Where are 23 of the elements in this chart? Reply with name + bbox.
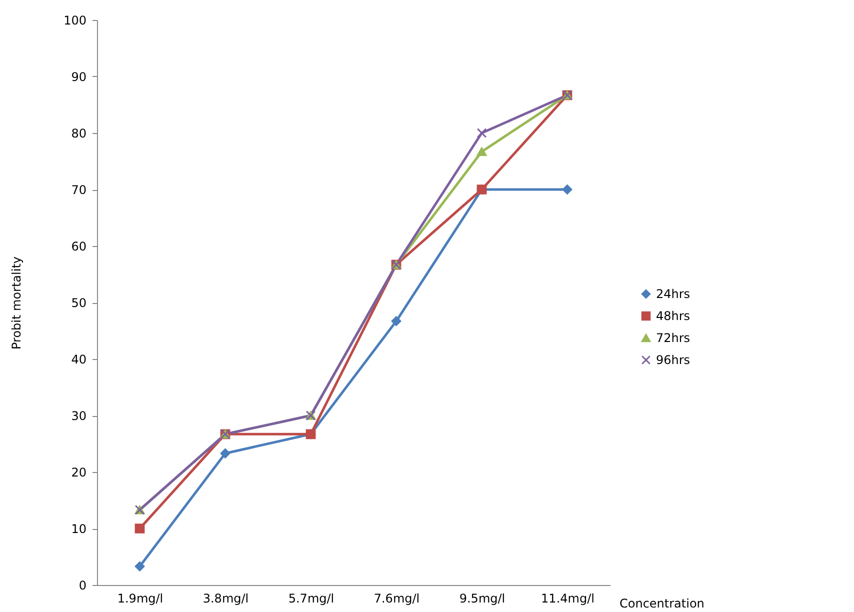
- x-tick-label: 3.8mg/l: [202, 592, 249, 606]
- y-tick-label: 100: [64, 14, 86, 28]
- y-tick-label: 0: [78, 578, 86, 592]
- x-tick-label: 9.5mg/l: [459, 592, 506, 606]
- legend-label: 72hrs: [656, 331, 690, 345]
- x-tick-label: 11.4mg/l: [541, 592, 594, 606]
- y-tick-label: 30: [71, 409, 86, 423]
- x-axis-title: Concentration: [620, 596, 704, 610]
- y-tick-label: 40: [71, 352, 86, 366]
- y-tick-label: 60: [71, 240, 86, 254]
- y-tick-label: 90: [71, 70, 86, 84]
- x-tick-label: 7.6mg/l: [374, 592, 420, 606]
- y-tick-label: 10: [71, 522, 86, 536]
- x-tick-label: 5.7mg/l: [288, 592, 334, 606]
- legend-label: 48hrs: [656, 309, 690, 323]
- y-axis-title: Probit mortality: [10, 256, 24, 350]
- y-tick-label: 80: [71, 126, 86, 140]
- legend-label: 96hrs: [656, 353, 690, 367]
- y-tick-label: 20: [71, 466, 86, 480]
- legend-label: 24hrs: [656, 287, 690, 301]
- y-tick-label: 50: [71, 296, 86, 310]
- y-tick-label: 70: [71, 183, 86, 197]
- x-tick-label: 1.9mg/l: [117, 592, 164, 606]
